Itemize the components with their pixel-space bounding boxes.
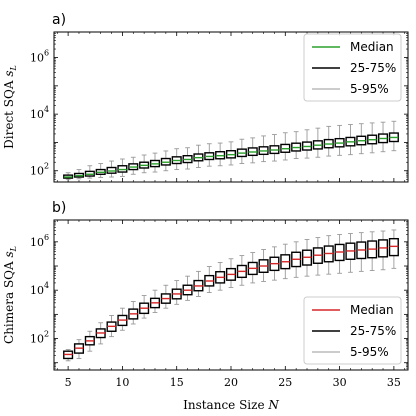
x-tick-label: 25 <box>278 376 292 389</box>
legend-entry: 25-75% <box>350 61 396 75</box>
box-22 <box>247 252 258 284</box>
box-30 <box>334 234 345 274</box>
box-27 <box>301 239 313 277</box>
box-34 <box>377 121 389 153</box>
box-35 <box>388 120 399 152</box>
box-26 <box>291 131 302 159</box>
box-28 <box>312 237 323 276</box>
box-6 <box>73 169 85 180</box>
box-10 <box>117 307 128 331</box>
plot-frame <box>53 31 409 183</box>
box-29 <box>323 235 334 275</box>
box-24 <box>269 246 280 281</box>
legend-box <box>303 296 402 365</box>
legend-entry: Median <box>350 40 394 54</box>
box-14 <box>160 284 171 309</box>
box-23 <box>258 249 269 282</box>
box-8 <box>95 163 106 178</box>
box-25 <box>280 243 291 280</box>
y-axis-label: Chimera SQA sL <box>2 246 18 344</box>
box-33 <box>367 122 378 154</box>
box-20 <box>225 141 237 166</box>
box-18 <box>204 266 215 293</box>
box-34 <box>377 230 389 271</box>
box-15 <box>171 280 182 305</box>
box-17 <box>193 144 204 168</box>
x-tick-label: 30 <box>333 376 347 389</box>
panel-label: b) <box>52 200 66 216</box>
y-tick-label: 102 <box>30 162 49 178</box>
box-7 <box>84 165 95 179</box>
box-29 <box>323 125 334 157</box>
x-tick-label: 15 <box>170 376 184 389</box>
box-19 <box>215 262 226 291</box>
box-24 <box>269 134 280 162</box>
box-15 <box>171 148 182 171</box>
y-tick-label: 102 <box>30 330 49 346</box>
box-23 <box>258 135 269 163</box>
box-5 <box>63 349 74 362</box>
box-28 <box>312 127 323 158</box>
x-axis-label: Instance Size N <box>183 398 279 412</box>
plot-frame <box>53 219 409 371</box>
box-13 <box>149 152 161 173</box>
box-11 <box>128 301 139 325</box>
y-axis-label: Direct SQA sL <box>2 65 18 149</box>
box-31 <box>345 124 356 156</box>
box-14 <box>160 150 171 172</box>
box-10 <box>117 158 128 177</box>
iqr-box <box>388 237 399 257</box>
box-16 <box>182 275 193 301</box>
box-13 <box>149 289 161 313</box>
legend-entry: 5-95% <box>350 82 389 96</box>
box-21 <box>236 138 247 164</box>
legend-box <box>303 33 402 102</box>
box-6 <box>73 339 85 359</box>
legend: Median 25-75% 5-95% <box>303 296 402 365</box>
box-18 <box>204 143 215 167</box>
y-tick-label: 104 <box>30 105 49 121</box>
x-tick-label: 35 <box>387 376 401 389</box>
box-17 <box>193 270 204 297</box>
box-7 <box>84 330 95 352</box>
box-9 <box>106 160 117 178</box>
box-22 <box>247 137 258 164</box>
legend-entry: 25-75% <box>350 324 396 338</box>
panel-label: a) <box>52 12 66 28</box>
box-26 <box>291 241 302 278</box>
y-tick-label: 106 <box>30 49 49 65</box>
y-tick-label: 106 <box>30 233 49 249</box>
box-32 <box>356 232 367 272</box>
box-30 <box>334 124 345 156</box>
panel-a: a) 102 104 106 Direct SQA sL Median 25-75% 5-95… <box>2 12 409 183</box>
box-27 <box>301 129 313 159</box>
x-tick-label: 10 <box>115 376 129 389</box>
box-12 <box>139 295 150 319</box>
box-16 <box>182 147 193 170</box>
legend-entry: Median <box>350 303 394 317</box>
box-33 <box>367 231 378 271</box>
box-25 <box>280 132 291 161</box>
y-tick-label: 104 <box>30 281 49 297</box>
box-12 <box>139 154 150 174</box>
x-tick-label: 5 <box>65 376 72 389</box>
panel-b: b) 102 104 106 5 10 15 20 25 30 35 Chimera SQA sL In… <box>2 200 409 412</box>
legend-entry: 5-95% <box>350 345 389 359</box>
box-9 <box>106 315 117 338</box>
box-21 <box>236 255 247 286</box>
box-19 <box>215 142 226 167</box>
box-11 <box>128 156 139 175</box>
box-8 <box>95 322 106 345</box>
box-20 <box>225 258 237 288</box>
legend: Median 25-75% 5-95% <box>303 33 402 102</box>
box-32 <box>356 123 367 155</box>
x-tick-label: 20 <box>224 376 238 389</box>
box-35 <box>388 229 399 269</box>
box-31 <box>345 233 356 273</box>
box-5 <box>63 172 74 180</box>
